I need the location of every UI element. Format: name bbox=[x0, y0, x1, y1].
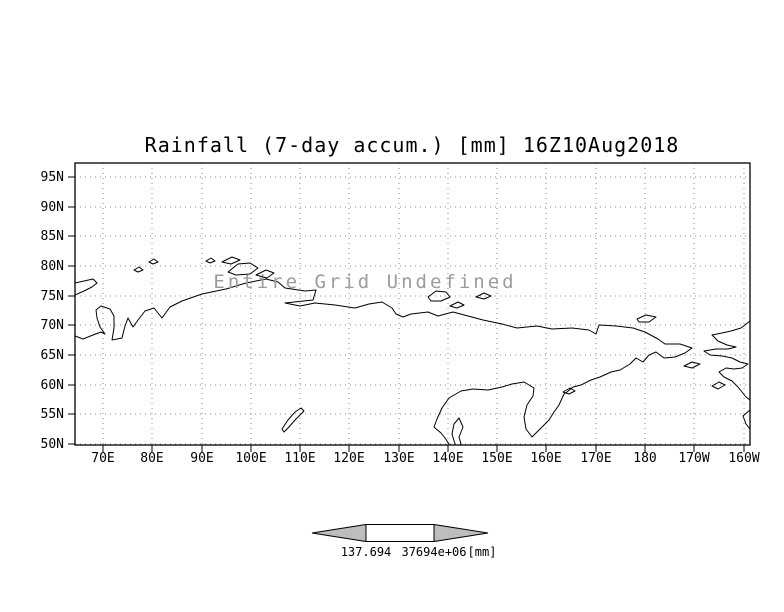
coastline-layer bbox=[75, 256, 750, 445]
colorbar-units: [mm] bbox=[468, 545, 497, 559]
y-tick-label-95n: 95N bbox=[41, 170, 64, 185]
colorbar-label-right: 37694e+06 bbox=[401, 545, 466, 559]
x-tick-label-70e: 70E bbox=[91, 451, 114, 466]
undefined-grid-message: Entire Grid Undefined bbox=[213, 271, 516, 293]
x-tick-label-170e: 170E bbox=[580, 451, 611, 466]
x-tick-label-130e: 130E bbox=[383, 451, 414, 466]
x-tick-label-180: 180 bbox=[633, 451, 656, 466]
x-tick-label-160w: 160W bbox=[728, 451, 759, 466]
plot-title: Rainfall (7-day accum.) [mm] 16Z10Aug201… bbox=[145, 133, 680, 157]
tick-marks bbox=[68, 176, 745, 452]
y-tick-label-55n: 55N bbox=[41, 407, 64, 422]
y-tick-label-70n: 70N bbox=[41, 318, 64, 333]
coastline-islands bbox=[75, 256, 726, 445]
y-tick-label-60n: 60N bbox=[41, 378, 64, 393]
x-tick-label-110e: 110E bbox=[284, 451, 315, 466]
x-tick-label-170w: 170W bbox=[678, 451, 709, 466]
x-axis-labels: 70E 80E 90E 100E 110E 120E 130E 140E 150… bbox=[91, 451, 760, 466]
coastline-mainland bbox=[75, 278, 693, 445]
plot-frame bbox=[74, 162, 751, 446]
x-tick-label-90e: 90E bbox=[190, 451, 213, 466]
x-tick-label-80e: 80E bbox=[140, 451, 163, 466]
x-tick-label-120e: 120E bbox=[333, 451, 364, 466]
y-tick-label-65n: 65N bbox=[41, 348, 64, 363]
colorbar-box bbox=[365, 524, 435, 542]
colorbar-label-left: 137.694 bbox=[341, 545, 392, 559]
y-tick-label-90n: 90N bbox=[41, 200, 64, 215]
x-tick-label-100e: 100E bbox=[235, 451, 266, 466]
y-tick-label-80n: 80N bbox=[41, 259, 64, 274]
x-tick-label-150e: 150E bbox=[481, 451, 512, 466]
grid-lines bbox=[75, 163, 750, 445]
colorbar-left-arrow-icon bbox=[311, 523, 367, 543]
y-tick-label-75n: 75N bbox=[41, 289, 64, 304]
y-tick-label-85n: 85N bbox=[41, 229, 64, 244]
x-tick-label-140e: 140E bbox=[432, 451, 463, 466]
coastline-alaska bbox=[703, 320, 750, 430]
colorbar-right-arrow-icon bbox=[433, 523, 489, 543]
y-tick-label-50n: 50N bbox=[41, 437, 64, 452]
y-axis-labels: 95N 90N 85N 80N 75N 70N 65N 60N 55N 50N bbox=[41, 170, 64, 452]
x-tick-label-160e: 160E bbox=[530, 451, 561, 466]
colorbar: 137.694 37694e+06 [mm] bbox=[311, 523, 497, 559]
